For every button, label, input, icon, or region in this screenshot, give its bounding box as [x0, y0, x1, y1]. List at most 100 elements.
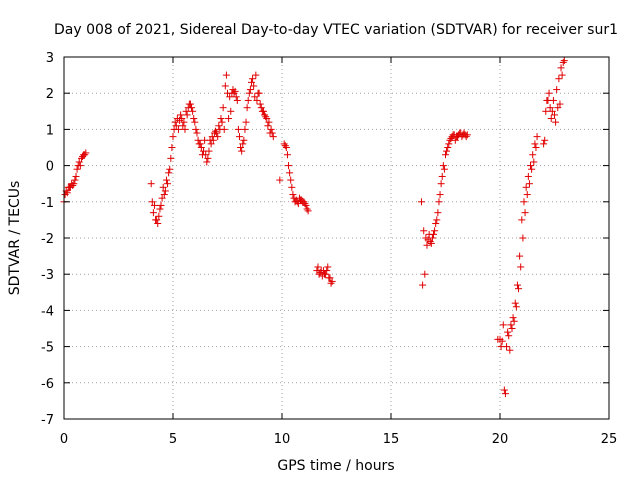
y-tick-label: -1 — [41, 196, 54, 211]
data-point — [553, 86, 561, 94]
data-point — [167, 154, 175, 162]
data-point — [522, 183, 530, 191]
data-point — [516, 252, 524, 260]
data-point — [547, 115, 555, 123]
y-tick-label: 1 — [46, 123, 54, 138]
y-tick-label: -4 — [41, 304, 54, 319]
data-point — [82, 149, 90, 157]
data-point — [194, 136, 202, 144]
data-point — [432, 220, 440, 228]
data-point — [209, 136, 217, 144]
data-point — [250, 82, 258, 90]
data-point — [259, 107, 267, 115]
data-point — [328, 277, 336, 285]
y-tick-label: -6 — [41, 377, 54, 392]
data-point — [249, 75, 257, 83]
data-point — [421, 270, 429, 278]
data-point — [150, 201, 158, 209]
data-point — [75, 158, 83, 166]
data-point — [435, 198, 443, 206]
data-point — [438, 172, 446, 180]
data-point — [226, 93, 234, 101]
data-point — [160, 191, 168, 199]
data-point — [263, 115, 271, 123]
data-point — [238, 147, 246, 155]
data-point — [148, 198, 156, 206]
data-point — [557, 64, 565, 72]
data-point — [285, 162, 293, 170]
data-point — [73, 165, 81, 173]
data-point — [159, 183, 167, 191]
data-point — [201, 136, 209, 144]
data-point — [171, 118, 179, 126]
data-point — [506, 346, 514, 354]
data-point — [190, 115, 198, 123]
data-point — [499, 321, 507, 329]
x-tick-label: 10 — [274, 432, 291, 447]
data-point — [251, 93, 259, 101]
data-point — [205, 147, 213, 155]
data-point — [321, 270, 329, 278]
data-point — [327, 279, 335, 287]
data-point — [437, 180, 445, 188]
data-point — [220, 125, 228, 133]
data-point — [524, 172, 532, 180]
data-point — [523, 191, 531, 199]
data-point — [518, 216, 526, 224]
data-point — [153, 216, 161, 224]
data-point — [508, 325, 516, 332]
data-point — [532, 144, 540, 151]
data-point — [419, 281, 427, 289]
data-point — [434, 209, 442, 217]
data-point — [528, 165, 536, 173]
data-point — [174, 125, 182, 133]
data-point — [191, 118, 199, 126]
data-point — [232, 93, 240, 101]
data-point — [261, 111, 269, 119]
data-point — [505, 332, 513, 340]
data-point — [556, 100, 564, 108]
data-point — [235, 133, 243, 141]
data-point — [531, 140, 539, 148]
data-point — [463, 131, 471, 139]
x-axis-title: GPS time / hours — [277, 458, 394, 474]
data-point — [447, 134, 455, 142]
data-point — [234, 125, 242, 133]
data-point — [548, 107, 556, 115]
data-point — [512, 303, 520, 311]
data-point — [222, 71, 230, 79]
data-point — [77, 154, 85, 162]
data-point — [427, 239, 435, 247]
data-point — [154, 220, 162, 228]
data-point — [282, 144, 290, 151]
data-point — [517, 263, 525, 271]
data-point — [510, 317, 518, 325]
x-tick-label: 5 — [169, 432, 177, 447]
data-point — [442, 151, 449, 159]
data-point — [172, 122, 180, 130]
data-point — [507, 321, 515, 329]
data-point — [521, 209, 529, 217]
data-point — [147, 180, 155, 188]
data-point — [217, 115, 225, 123]
data-point — [81, 151, 89, 159]
data-point — [497, 343, 505, 351]
data-point — [265, 118, 273, 126]
data-point — [161, 187, 169, 195]
data-point — [443, 147, 451, 155]
data-point — [149, 209, 157, 217]
data-point — [177, 111, 185, 119]
data-point — [253, 96, 261, 104]
data-point — [436, 191, 444, 199]
y-tick-label: 3 — [46, 51, 54, 66]
y-tick-label: 0 — [46, 160, 54, 175]
data-point — [303, 205, 311, 213]
data-point — [552, 118, 560, 126]
data-point — [221, 82, 229, 90]
data-point — [179, 122, 187, 130]
data-point — [269, 133, 277, 141]
x-tick-label: 0 — [60, 432, 68, 447]
data-point — [533, 133, 541, 141]
data-point — [198, 151, 206, 159]
data-point — [158, 194, 166, 202]
